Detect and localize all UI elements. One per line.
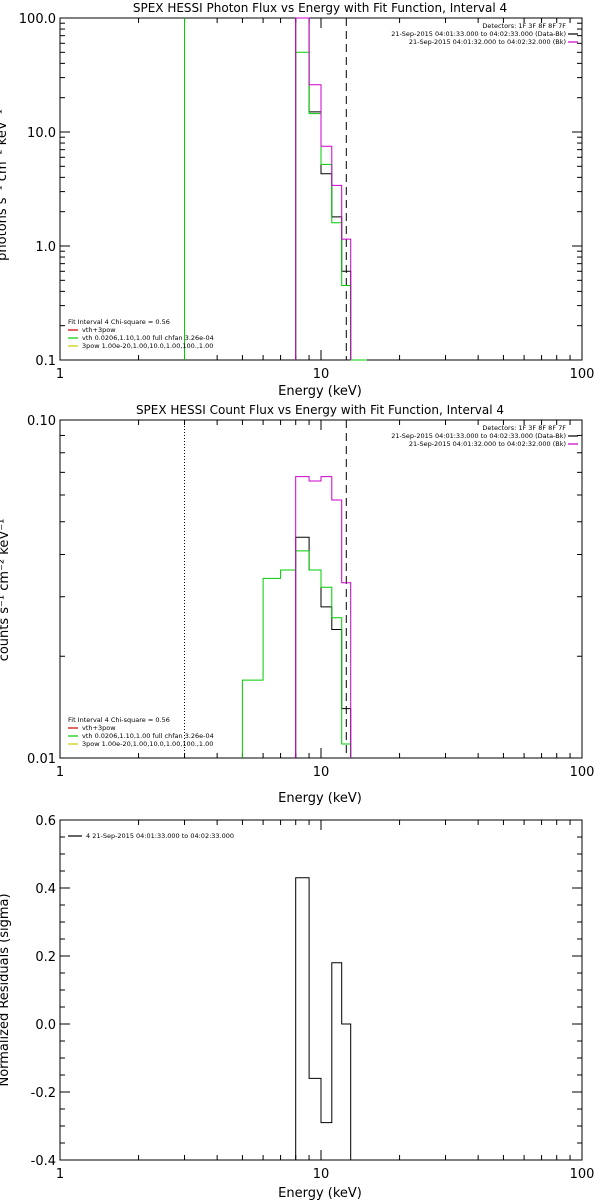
count-flux-legend: Fit Interval 4 Chi-square = 0.56vth+3pow…: [68, 716, 214, 748]
interval-label: Detectors: 1F 3F 8F 8F 7F: [482, 22, 566, 30]
y-tick-label: 0.1: [35, 354, 56, 369]
photon-flux-xlabel: Energy (keV): [278, 384, 362, 399]
residuals-panel: Energy (keV) Normalized Residuals (sigma…: [0, 814, 594, 1200]
count-flux-reference-lines: [184, 420, 347, 758]
x-tick-label: 1: [56, 367, 64, 382]
series-step-line-2: [295, 17, 352, 360]
x-tick-label: 100: [570, 367, 595, 382]
count-flux-xlabel: Energy (keV): [278, 791, 362, 806]
series-step-line-1: [295, 51, 367, 361]
residuals-ticks: 1 10 100 -0.4 -0.2 0.0 0.2 0.4 0.6: [31, 814, 595, 1182]
series-step-line-2: [295, 476, 352, 758]
count-flux-series: [241, 476, 352, 758]
y-tick-label: 0.2: [35, 950, 56, 965]
photon-flux-reference-lines: [184, 18, 347, 360]
photon-flux-panel: SPEX HESSI Photon Flux vs Energy with Fi…: [0, 1, 594, 399]
photon-flux-ylabel: photons s⁻¹ cm⁻² keV⁻¹: [0, 109, 10, 261]
y-tick-label: -0.2: [31, 1086, 56, 1101]
x-tick-label: 10: [313, 367, 330, 382]
count-flux-ylabel: counts s⁻¹ cm⁻² keV⁻¹: [0, 519, 12, 662]
interval-label: 21-Sep-2015 04:01:32.000 to 04:02:32.000…: [409, 440, 566, 448]
legend-item: 4 21-Sep-2015 04:01:33.000 to 04:02:33.0…: [86, 832, 234, 840]
y-tick-label: 10.0: [27, 126, 56, 141]
photon-flux-legend: Fit Interval 4 Chi-square = 0.56vth+3pow…: [68, 318, 214, 350]
x-tick-label: 10: [313, 1167, 330, 1182]
y-tick-label: 100.0: [19, 12, 56, 27]
series-step-line-0: [295, 877, 352, 1160]
legend-item: vth+3pow: [82, 326, 116, 334]
photon-flux-series: [295, 17, 367, 361]
x-tick-label: 1: [56, 765, 64, 780]
residuals-xlabel: Energy (keV): [278, 1186, 362, 1200]
x-tick-label: 100: [570, 765, 595, 780]
series-step-line-0: [295, 17, 352, 360]
legend-item: vth 0.0206,1.10,1.00 full chfan 3.26e-04: [82, 334, 214, 342]
x-tick-label: 10: [313, 765, 330, 780]
interval-label: Detectors: 1F 3F 8F 8F 7F: [482, 424, 566, 432]
legend-item: vth+3pow: [82, 724, 116, 732]
residuals-series: [295, 877, 352, 1160]
interval-label: 21-Sep-2015 04:01:33.000 to 04:02:33.000…: [391, 432, 566, 440]
legend-item: vth 0.0206,1.10,1.00 full chfan 3.26e-04: [82, 732, 214, 740]
y-tick-label: 0.10: [27, 414, 56, 429]
series-step-line-1: [241, 550, 352, 758]
photon-flux-title: SPEX HESSI Photon Flux vs Energy with Fi…: [133, 1, 507, 15]
y-tick-label: 0.01: [27, 752, 56, 767]
legend-title: Fit Interval 4 Chi-square = 0.56: [68, 716, 170, 724]
count-flux-ticks: 1 10 100 0.01 0.10: [27, 414, 594, 780]
legend-item: 3pow 1.00e-20,1.00,10.0,1.00,100.,1.00: [82, 740, 213, 748]
y-tick-label: -0.4: [31, 1154, 56, 1169]
x-tick-label: 100: [570, 1167, 595, 1182]
residuals-legend: 4 21-Sep-2015 04:01:33.000 to 04:02:33.0…: [68, 832, 234, 840]
y-tick-label: 1.0: [35, 240, 56, 255]
count-flux-title: SPEX HESSI Count Flux vs Energy with Fit…: [136, 403, 504, 417]
y-tick-label: 0.4: [35, 882, 56, 897]
y-tick-label: 0.6: [35, 814, 56, 829]
legend-item: 3pow 1.00e-20,1.00,10.0,1.00,100.,1.00: [82, 342, 213, 350]
residuals-ylabel: Normalized Residuals (sigma): [0, 893, 12, 1086]
interval-label: 21-Sep-2015 04:01:32.000 to 04:02:32.000…: [409, 38, 566, 46]
count-flux-panel: SPEX HESSI Count Flux vs Energy with Fit…: [0, 403, 594, 806]
series-step-line-0: [295, 536, 352, 758]
legend-title: Fit Interval 4 Chi-square = 0.56: [68, 318, 170, 326]
y-tick-label: 0.0: [35, 1018, 56, 1033]
x-tick-label: 1: [56, 1167, 64, 1182]
photon-flux-plot-frame: [59, 17, 583, 361]
interval-label: 21-Sep-2015 04:01:33.000 to 04:02:33.000…: [391, 30, 566, 38]
